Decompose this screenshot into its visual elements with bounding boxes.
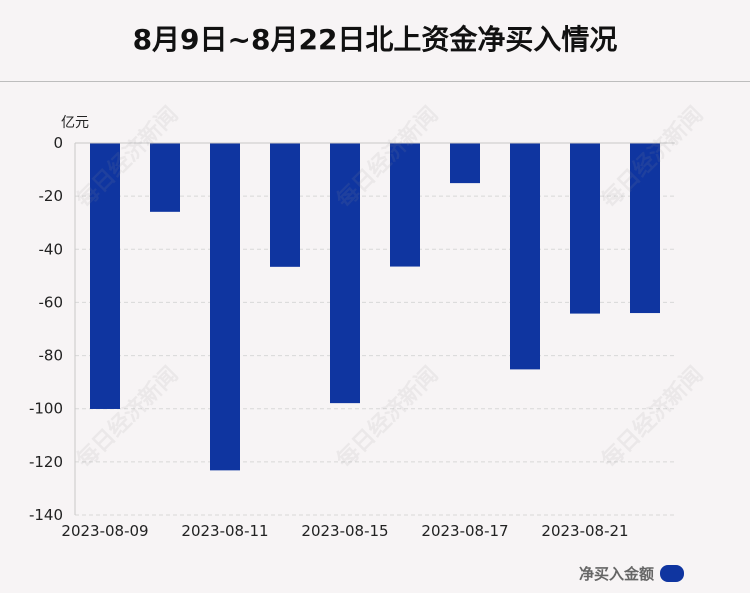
bar [90,143,120,409]
bar [450,143,480,184]
bar [390,143,420,267]
bar [150,143,180,212]
y-axis-unit-label: 亿元 [61,115,89,131]
y-tick-label: -20 [39,187,64,205]
x-tick-label: 2023-08-15 [301,522,388,540]
bar [630,143,660,314]
title-divider [0,81,750,82]
y-tick-label: -80 [39,347,64,365]
x-tick-label: 2023-08-21 [541,522,628,540]
bar [330,143,360,404]
legend-label: 净买入金额 [578,565,654,583]
chart-title: 8月9日~8月22日北上资金净买入情况 [0,0,750,80]
x-tick-label: 2023-08-11 [181,522,268,540]
legend: 净买入金额 [579,563,684,584]
bar [570,143,600,314]
y-tick-label: -100 [29,400,63,418]
x-tick-label: 2023-08-09 [61,522,148,540]
legend-swatch [660,565,684,582]
x-tick-label: 2023-08-17 [421,522,508,540]
bar [510,143,540,370]
y-tick-label: -140 [29,506,63,524]
y-tick-label: 0 [53,134,63,152]
y-tick-label: -60 [39,293,64,311]
y-tick-label: -40 [39,240,64,258]
bar [210,143,240,471]
y-tick-label: -120 [29,453,63,471]
bar [270,143,300,267]
